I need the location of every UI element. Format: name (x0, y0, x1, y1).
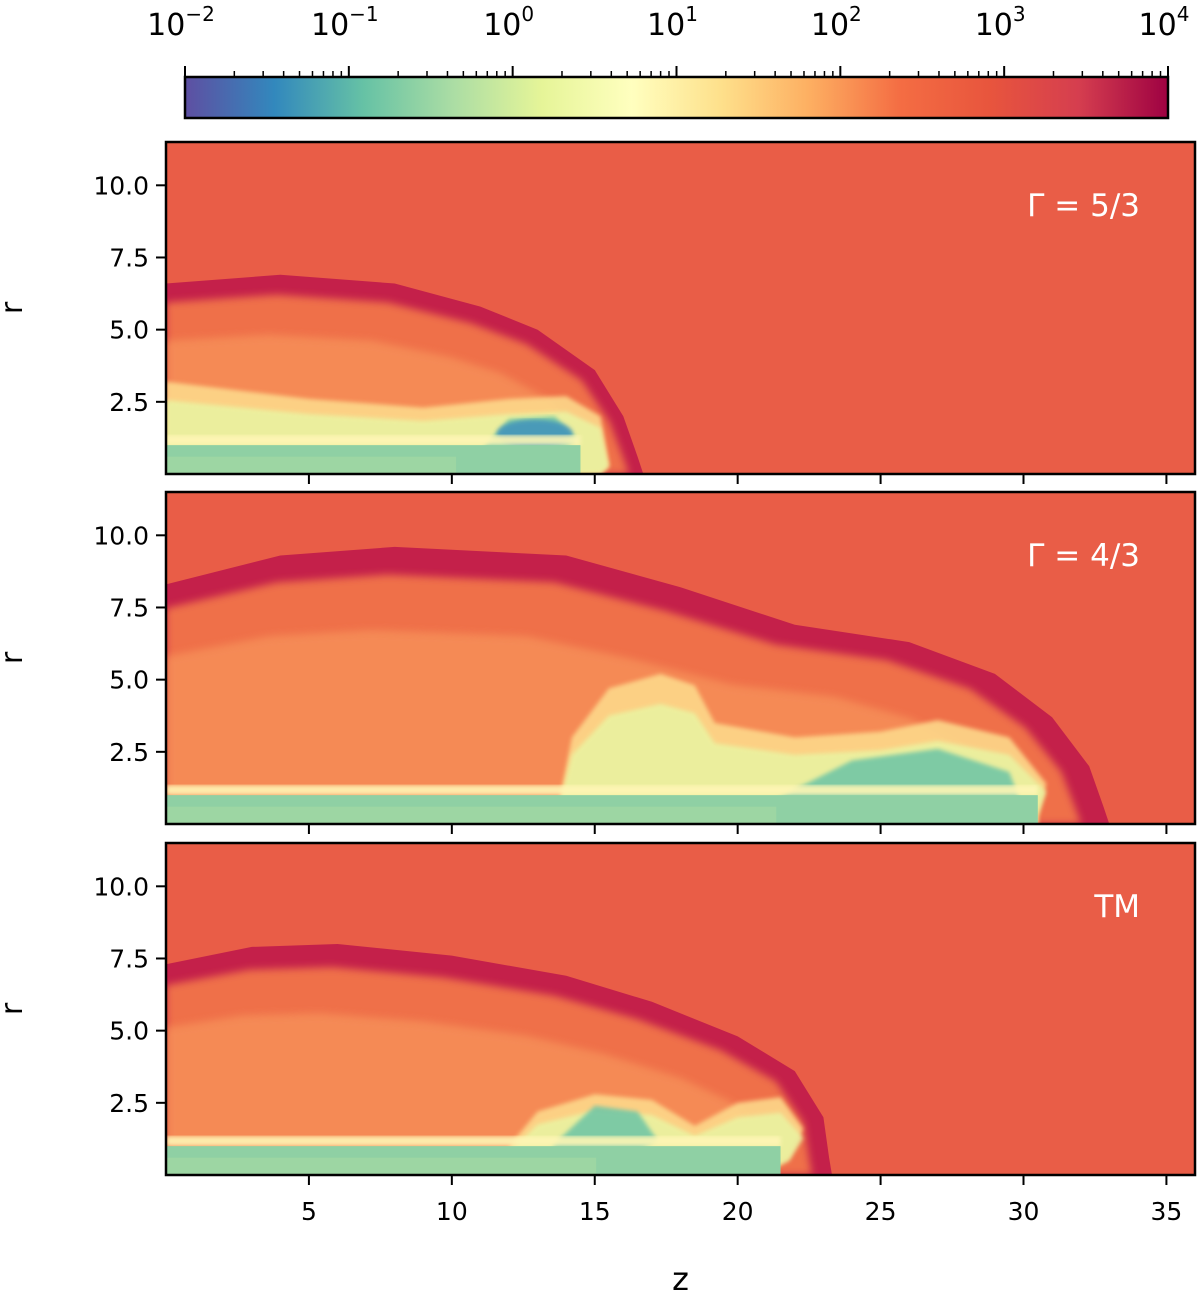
x-tick-label: 30 (1008, 1197, 1040, 1226)
colorbar-tick-label: 10−2 (147, 2, 215, 43)
panel-2: 10.0 7.5 5.0 2.5 r TM (0, 841, 1197, 1185)
panel-frame (164, 490, 1197, 826)
colorbar: 10−2 10−1 100 101 102 103 104 (147, 2, 1190, 120)
y-tick-label: 2.5 (109, 388, 149, 417)
y-tick-label: 7.5 (109, 243, 149, 272)
x-tick-label: 25 (865, 1197, 897, 1226)
x-axis-label: z (672, 1260, 689, 1298)
colorbar-tick-label: 100 (483, 2, 534, 43)
jet-core (166, 806, 777, 824)
colorbar-tick-label: 103 (975, 2, 1026, 43)
jet-shear-layer (166, 435, 581, 446)
y-tick-label: 10.0 (93, 872, 149, 901)
panel-image (166, 843, 1195, 1175)
jet-shear-layer (166, 1136, 781, 1147)
panel-label: TM (1093, 889, 1140, 925)
panels: 10.0 7.5 5.0 2.5 r Γ = 5/3 10.0 7.5 5.0 2.5 r Γ = 4… (0, 140, 1197, 1185)
x-tick-label: 5 (301, 1197, 317, 1226)
y-axis-label: r (0, 301, 30, 314)
jet-core (166, 1157, 597, 1175)
panel-image (166, 142, 1195, 474)
x-tick-label: 15 (579, 1197, 611, 1226)
x-axis: 5 10 15 20 25 30 35 z (301, 1197, 1182, 1298)
y-tick-label: 10.0 (93, 171, 149, 200)
panel-image (166, 492, 1195, 824)
panel-frame (164, 140, 1197, 476)
y-axis-label: r (0, 651, 30, 664)
y-tick-label: 7.5 (109, 593, 149, 622)
y-tick-label: 2.5 (109, 1089, 149, 1118)
y-axis-label: r (0, 1002, 30, 1015)
colorbar-tick-label: 10−1 (311, 2, 379, 43)
jet-shear-layer (166, 785, 1038, 796)
y-tick-label: 5.0 (109, 666, 149, 695)
panel-label: Γ = 5/3 (1027, 188, 1140, 224)
x-tick-label: 35 (1151, 1197, 1183, 1226)
y-tick-label: 5.0 (109, 1017, 149, 1046)
colorbar-gradient (183, 75, 1170, 120)
y-tick-label: 2.5 (109, 738, 149, 767)
x-tick-label: 20 (722, 1197, 754, 1226)
colorbar-tick-label: 104 (1139, 2, 1190, 43)
y-tick-label: 7.5 (109, 944, 149, 973)
y-tick-label: 10.0 (93, 521, 149, 550)
panel-0: 10.0 7.5 5.0 2.5 r Γ = 5/3 (0, 140, 1197, 484)
panel-1: 10.0 7.5 5.0 2.5 r Γ = 4/3 (0, 490, 1197, 834)
colorbar-tick-label: 101 (647, 2, 698, 43)
y-tick-label: 5.0 (109, 316, 149, 345)
panel-frame (164, 841, 1197, 1177)
x-tick-label: 10 (436, 1197, 468, 1226)
panel-label: Γ = 4/3 (1027, 538, 1140, 574)
jet-core (166, 456, 457, 474)
colorbar-tick-label: 102 (811, 2, 862, 43)
